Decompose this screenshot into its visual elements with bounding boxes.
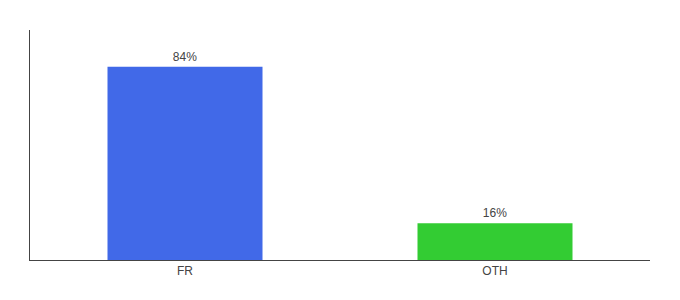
svg-text:FR: FR (177, 264, 193, 278)
svg-text:84%: 84% (173, 50, 197, 64)
svg-text:16%: 16% (483, 206, 507, 220)
svg-text:OTH: OTH (482, 264, 507, 278)
